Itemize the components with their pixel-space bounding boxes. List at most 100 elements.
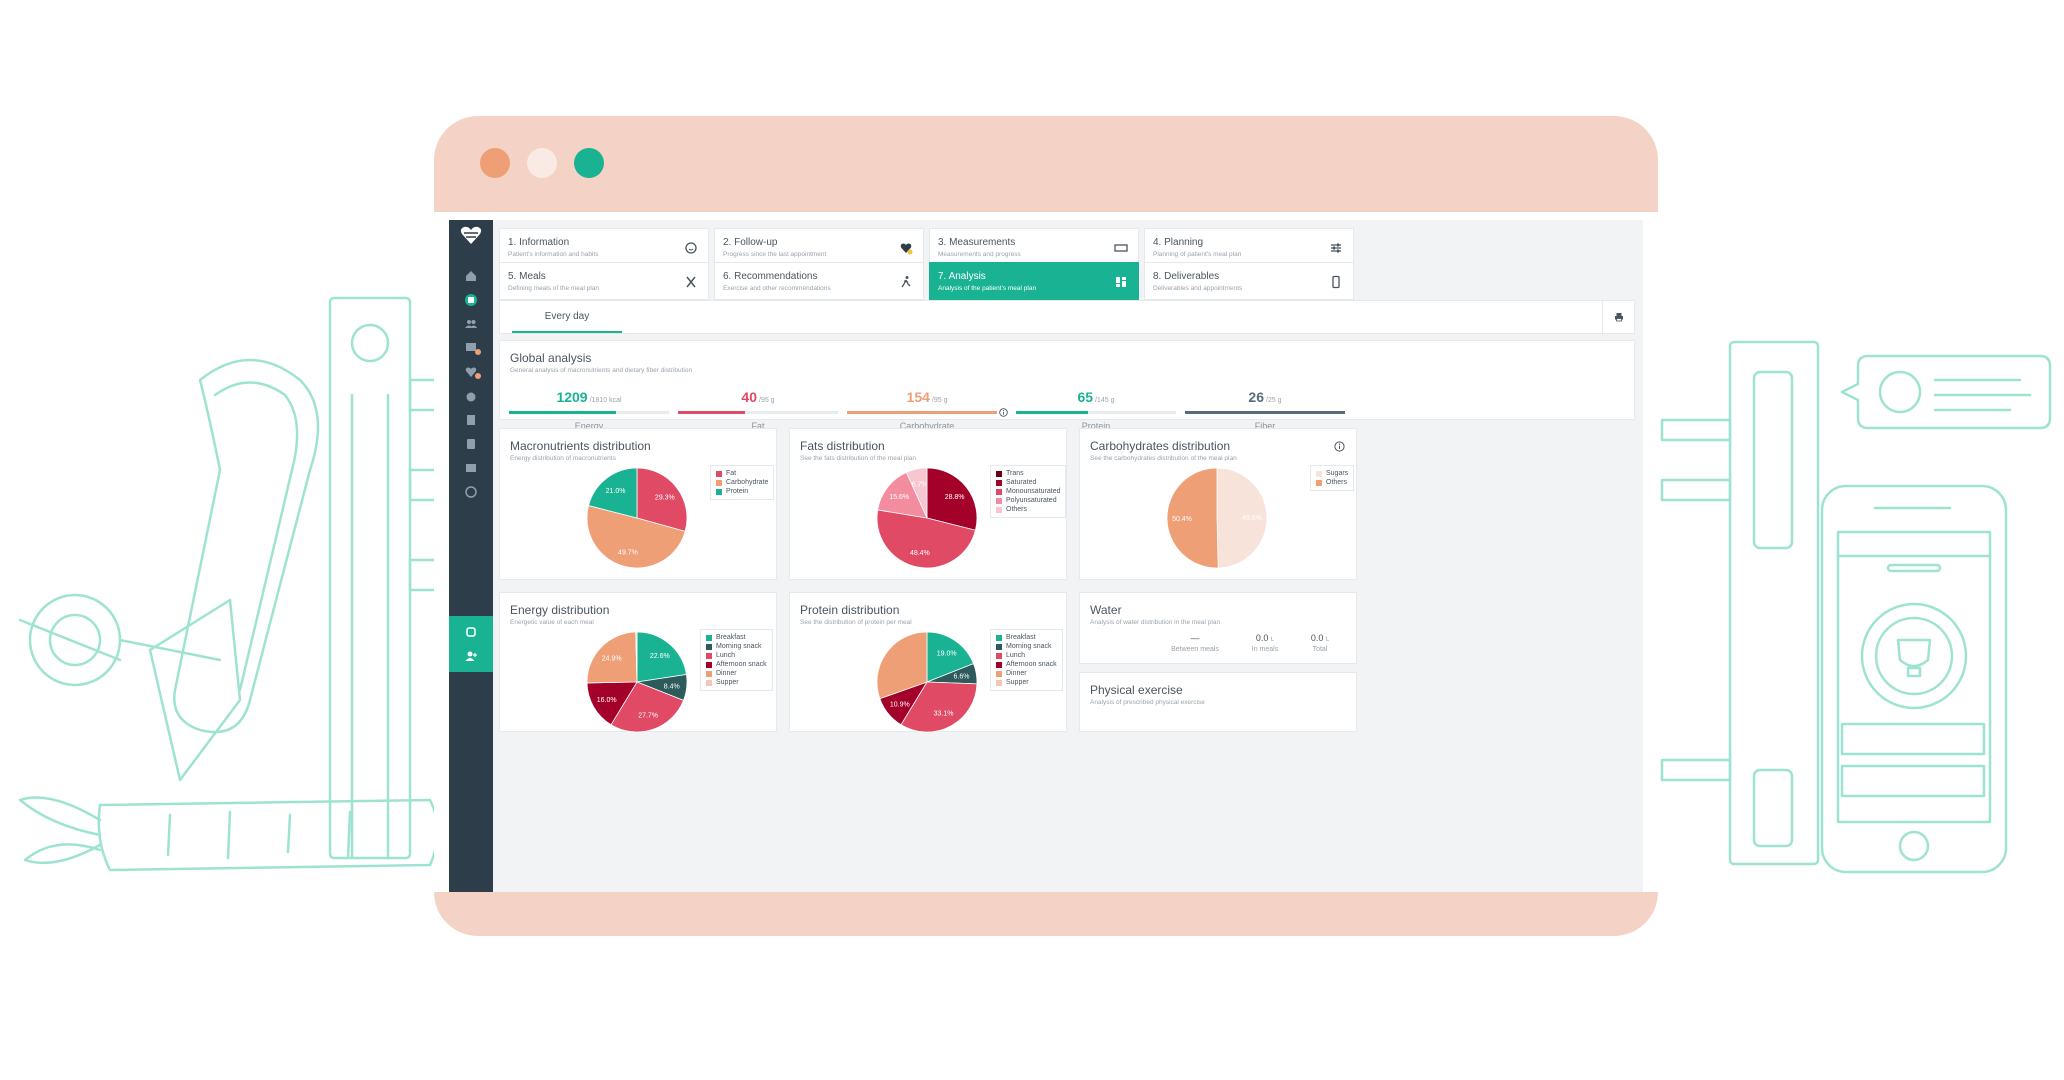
pie-slice-protein[interactable]	[588, 467, 638, 519]
legend-item[interactable]: Fat	[716, 469, 768, 478]
legend-label: Lunch	[716, 652, 736, 659]
print-button[interactable]	[1602, 301, 1634, 333]
sidebar-item-patients[interactable]	[449, 308, 493, 340]
carrot-outline	[97, 798, 439, 872]
legend-swatch	[996, 479, 1002, 486]
legend-item[interactable]: Breakfast	[996, 633, 1057, 642]
step-measurements[interactable]: 3. Measurements Measurements and progres…	[929, 228, 1139, 266]
metric-value: 26	[1248, 389, 1264, 405]
pie-slice-sugars[interactable]	[1216, 467, 1268, 569]
printer-icon	[1614, 313, 1623, 322]
legend-item[interactable]: Protein	[716, 487, 768, 496]
step-deliverables[interactable]: 8. Deliverables Deliverables and appoint…	[1144, 262, 1354, 300]
metric-label: Protein	[1081, 421, 1111, 431]
pie-slice-polyunsaturated[interactable]	[877, 471, 928, 519]
pie-slice-saturated[interactable]	[926, 467, 978, 531]
step-meals[interactable]: 5. Meals Defining meals of the meal plan	[499, 262, 709, 300]
pie-slice-lunch[interactable]	[610, 681, 685, 733]
legend-swatch	[1316, 470, 1322, 477]
metric-fill	[1185, 411, 1345, 414]
sidebar-item-mealplan[interactable]	[449, 284, 493, 316]
app: 1. Information Patient's information and…	[449, 220, 1643, 892]
legend-item[interactable]: Carbohydrate	[716, 478, 768, 487]
pie-data-label: 33.1%	[934, 710, 954, 717]
legend-item[interactable]: Supper	[996, 678, 1057, 687]
legend-item[interactable]: Polyunsaturated	[996, 496, 1060, 505]
metric-label: Carbohydrate	[899, 421, 955, 431]
dashboard-icon	[1116, 277, 1126, 287]
tab-every-day[interactable]: Every day	[512, 301, 622, 333]
sidebar-item-favorites[interactable]	[449, 356, 493, 388]
legend-item[interactable]: Dinner	[706, 669, 767, 678]
legend-label: Supper	[716, 679, 739, 686]
sidebar-item-documents[interactable]	[449, 428, 493, 460]
water-total-value: 0.0 L	[1290, 633, 1350, 643]
legend-item[interactable]: Lunch	[706, 651, 767, 660]
step-follow-up[interactable]: 2. Follow-up Progress since the last app…	[714, 228, 924, 266]
pie-slice-supper[interactable]	[635, 631, 638, 683]
legend-item[interactable]: Afternoon snack	[996, 660, 1057, 669]
pie-slice-carbohydrate[interactable]	[586, 505, 686, 569]
legend-label: Breakfast	[1006, 634, 1036, 641]
browser-window: 1. Information Patient's information and…	[434, 116, 1658, 936]
users-icon	[465, 320, 477, 328]
legend-item[interactable]: Sugars	[1316, 469, 1348, 478]
window-close-dot[interactable]	[480, 148, 510, 178]
window-minimize-dot[interactable]	[527, 148, 557, 178]
sidebar-item-foods[interactable]	[449, 380, 493, 412]
legend-item[interactable]: Afternoon snack	[706, 660, 767, 669]
pie-slice-lunch[interactable]	[900, 681, 978, 733]
sliders-icon	[1331, 243, 1341, 253]
legend-item[interactable]: Others	[996, 505, 1060, 514]
step-planning[interactable]: 4. Planning Planning of patient's meal p…	[1144, 228, 1354, 266]
legend-item[interactable]: Morning snack	[996, 642, 1057, 651]
sidebar-item-add-user[interactable]	[449, 640, 493, 672]
metric-value-line: 65/145 g	[1016, 389, 1176, 405]
metric-track	[509, 411, 669, 414]
protein-pie-chart: 19.0% 6.6% 33.1% 10.9%	[876, 631, 978, 733]
pie-slice-dinner[interactable]	[586, 631, 638, 684]
legend-item[interactable]: Lunch	[996, 651, 1057, 660]
metric-carbohydrate: 154/95 g Carbohydrate	[847, 389, 1008, 433]
sidebar-item-home[interactable]	[449, 260, 493, 292]
pie-slice-breakfast[interactable]	[926, 631, 975, 683]
pie-data-label: 15.6%	[889, 494, 909, 501]
legend-item[interactable]: Saturated	[996, 478, 1060, 487]
pie-slice-afternoon-snack[interactable]	[586, 681, 638, 726]
legend-item[interactable]: Supper	[706, 678, 767, 687]
metric-track	[1185, 411, 1345, 414]
tab-bar: Every day	[499, 300, 1635, 334]
card-subtitle: Energy distribution of macronutrients	[510, 455, 616, 462]
step-information[interactable]: 1. Information Patient's information and…	[499, 228, 709, 266]
step-analysis[interactable]: 7. Analysis Analysis of the patient's me…	[929, 262, 1139, 300]
legend-item[interactable]: Monounsaturated	[996, 487, 1060, 496]
sidebar-item-library[interactable]	[449, 452, 493, 484]
card-subtitle: See the distribution of protein per meal	[800, 619, 912, 626]
pie-slice-others[interactable]	[1166, 467, 1219, 569]
step-title: 1. Information	[508, 237, 570, 248]
legend-swatch	[996, 506, 1002, 513]
pie-data-label: 27.7%	[638, 713, 658, 720]
info-icon[interactable]	[1334, 441, 1345, 452]
pie-slice-fat[interactable]	[636, 467, 688, 532]
window-maximize-dot[interactable]	[574, 148, 604, 178]
legend-item[interactable]: Trans	[996, 469, 1060, 478]
pie-slice-dinner[interactable]	[876, 631, 928, 700]
physical-exercise-card: Physical exercise Analysis of prescribed…	[1079, 672, 1357, 732]
metric-target: /95 g	[931, 397, 948, 404]
main-content: 1. Information Patient's information and…	[493, 220, 1643, 892]
info-icon[interactable]	[999, 408, 1008, 417]
pie-slice-others[interactable]	[905, 467, 928, 519]
pie-slice-breakfast[interactable]	[636, 631, 687, 683]
legend-item[interactable]: Morning snack	[706, 642, 767, 651]
pie-slice-monounsaturated[interactable]	[876, 509, 976, 569]
sidebar-item-messages[interactable]	[449, 332, 493, 364]
card-title: Water	[1090, 603, 1122, 617]
sidebar-item-history[interactable]	[449, 476, 493, 508]
legend-item[interactable]: Dinner	[996, 669, 1057, 678]
sidebar-item-recipes[interactable]	[449, 404, 493, 436]
step-recommendations[interactable]: 6. Recommendations Exercise and other re…	[714, 262, 924, 300]
legend-item[interactable]: Others	[1316, 478, 1348, 487]
legend-item[interactable]: Breakfast	[706, 633, 767, 642]
pie-data-label: 50.4%	[1172, 516, 1192, 523]
